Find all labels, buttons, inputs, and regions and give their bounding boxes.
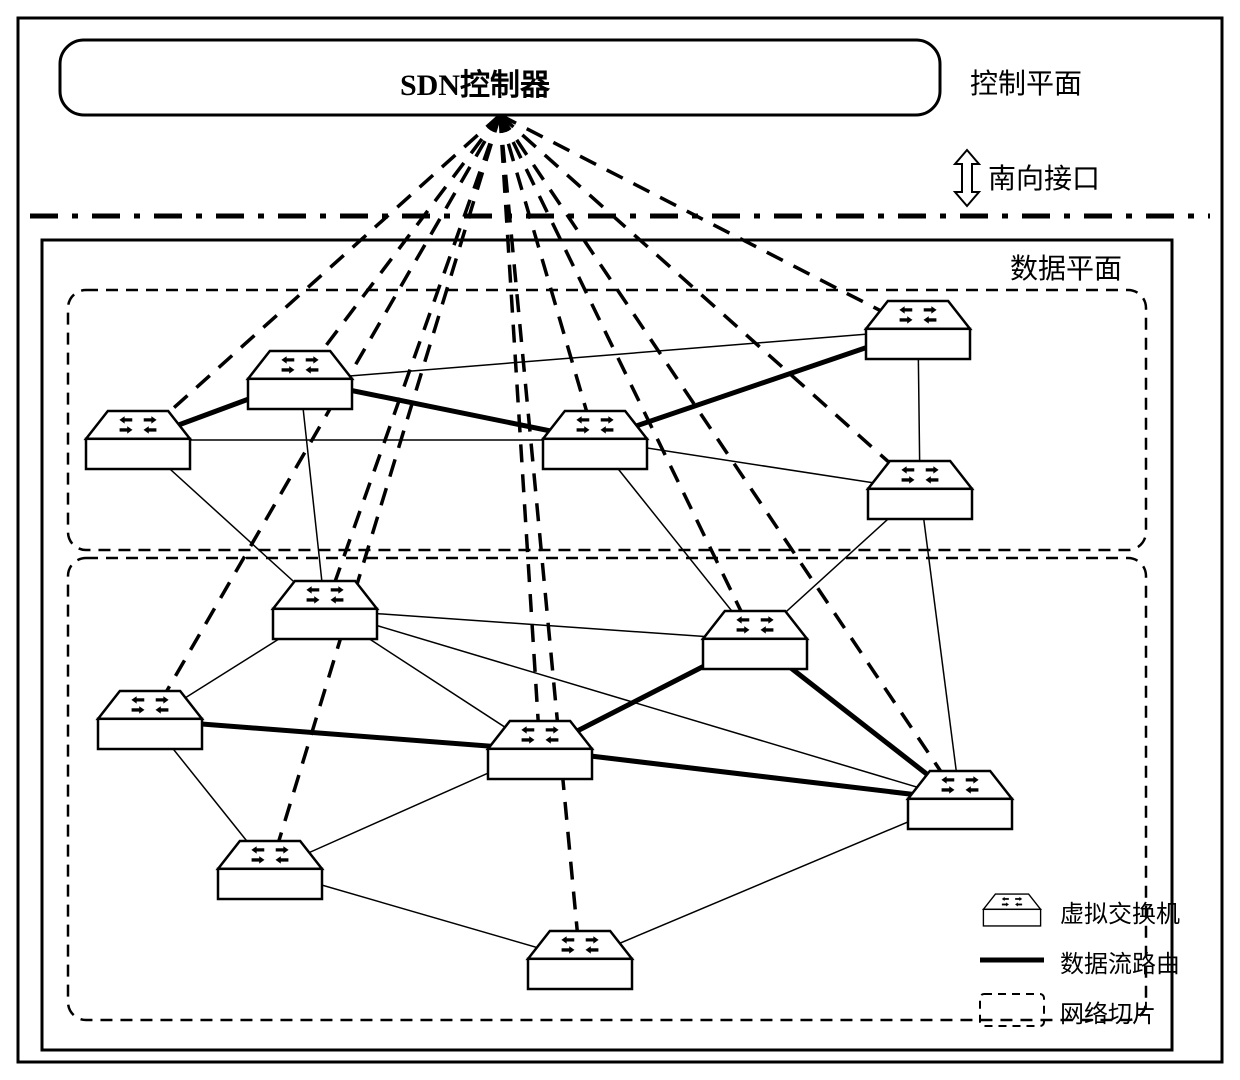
southbound-label: 南向接口 — [988, 157, 1100, 197]
legend-label-2: 网络切片 — [1060, 994, 1156, 1029]
legend-label-0: 虚拟交换机 — [1060, 894, 1180, 929]
data-plane-label: 数据平面 — [1010, 247, 1122, 287]
controller-label: SDN控制器 — [400, 60, 550, 104]
control-plane-label: 控制平面 — [970, 62, 1082, 102]
diagram-canvas: SDN控制器 控制平面 南向接口 数据平面 虚拟交换机 数据流路由 网络切片 — [0, 0, 1240, 1080]
legend-label-1: 数据流路由 — [1060, 944, 1180, 979]
